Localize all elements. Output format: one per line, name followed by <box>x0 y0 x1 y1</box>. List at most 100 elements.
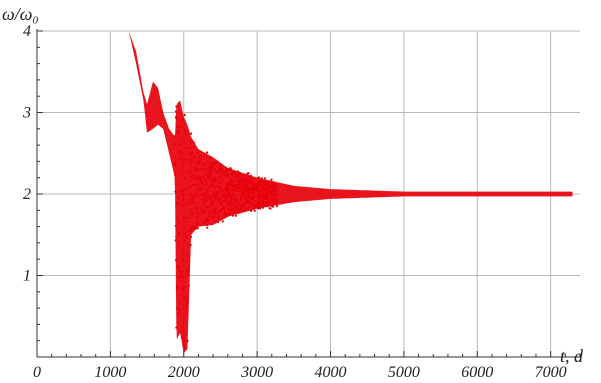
data-point <box>249 174 252 177</box>
data-point <box>180 152 183 155</box>
data-point <box>207 178 210 181</box>
data-band <box>128 31 573 353</box>
data-point <box>211 182 214 185</box>
data-point <box>180 203 183 206</box>
data-point <box>210 201 213 204</box>
data-point <box>202 184 205 187</box>
data-point <box>174 165 177 168</box>
data-point <box>237 210 240 213</box>
data-point <box>203 201 207 204</box>
data-point <box>227 173 230 176</box>
data-point <box>232 180 235 183</box>
data-point <box>205 191 208 194</box>
data-point <box>217 198 221 201</box>
data-point <box>223 192 226 196</box>
data-point <box>210 174 213 177</box>
data-point <box>174 239 177 242</box>
tick-labels: 0 1000 2000 3000 4000 5000 6000 7000 1 2 3 4 <box>22 23 567 381</box>
data-point <box>188 200 191 203</box>
data-point <box>178 267 181 270</box>
data-point <box>185 236 188 239</box>
data-point <box>237 187 240 190</box>
data-point <box>260 177 264 180</box>
data-point <box>181 157 184 160</box>
data-point <box>196 227 199 230</box>
data-point <box>270 197 273 200</box>
data-point <box>224 173 227 176</box>
data-point <box>249 180 252 183</box>
data-point <box>177 220 180 223</box>
data-point <box>217 191 220 194</box>
data-point <box>214 207 217 210</box>
data-point <box>175 105 178 108</box>
data-point <box>205 219 208 222</box>
data-point <box>213 191 216 194</box>
data-point <box>213 176 216 179</box>
data-point <box>189 230 192 233</box>
data-point <box>183 295 186 298</box>
data-point <box>195 168 198 172</box>
data-point <box>272 203 275 206</box>
data-point <box>182 232 185 236</box>
data-point <box>236 183 239 186</box>
data-point <box>236 199 239 202</box>
y-tick-label: 2 <box>23 186 31 203</box>
data-point <box>213 209 216 212</box>
data-point <box>256 195 259 198</box>
x-tick-label: 2000 <box>168 364 200 381</box>
data-point <box>215 191 218 194</box>
data-point <box>175 326 178 329</box>
data-point <box>201 176 204 179</box>
data-point <box>217 178 220 181</box>
data-point <box>274 185 277 189</box>
data-point <box>209 215 212 218</box>
data-point <box>263 177 267 180</box>
data-point <box>212 161 215 165</box>
data-point <box>198 175 201 178</box>
data-point <box>246 186 249 189</box>
data-point <box>236 208 239 211</box>
data-point <box>203 195 206 198</box>
data-point <box>245 199 248 202</box>
data-point <box>175 217 178 220</box>
data-point <box>228 195 231 198</box>
data-point <box>227 201 230 205</box>
data-point <box>257 189 260 192</box>
data-point <box>260 193 263 196</box>
data-point <box>197 222 200 225</box>
data-point <box>260 203 263 206</box>
data-point <box>273 194 277 197</box>
data-point <box>191 214 194 217</box>
data-point <box>262 188 266 192</box>
data-point <box>173 143 177 146</box>
data-point <box>175 307 178 310</box>
data-point <box>190 132 193 135</box>
data-point <box>178 299 181 302</box>
data-point <box>229 208 232 211</box>
data-point <box>186 270 189 273</box>
data-point <box>190 162 193 165</box>
data-point <box>206 226 209 229</box>
data-point <box>233 170 236 174</box>
data-point <box>185 203 188 206</box>
data-point <box>223 200 226 203</box>
data-point <box>249 201 252 204</box>
x-tick-label: 6000 <box>461 364 493 381</box>
data-point <box>194 208 197 211</box>
data-point <box>269 184 273 187</box>
data-point <box>213 185 216 189</box>
data-point <box>231 214 235 217</box>
data-point <box>194 227 197 230</box>
data-point <box>187 268 190 271</box>
data-point <box>243 190 247 193</box>
data-point <box>184 346 187 349</box>
data-point <box>256 203 259 206</box>
data-point <box>220 167 223 170</box>
data-point <box>252 178 256 181</box>
data-point <box>190 157 193 160</box>
data-point <box>192 177 195 181</box>
data-point <box>267 186 270 189</box>
data-point <box>185 158 188 161</box>
data-point <box>273 190 276 193</box>
data-point <box>231 179 234 182</box>
